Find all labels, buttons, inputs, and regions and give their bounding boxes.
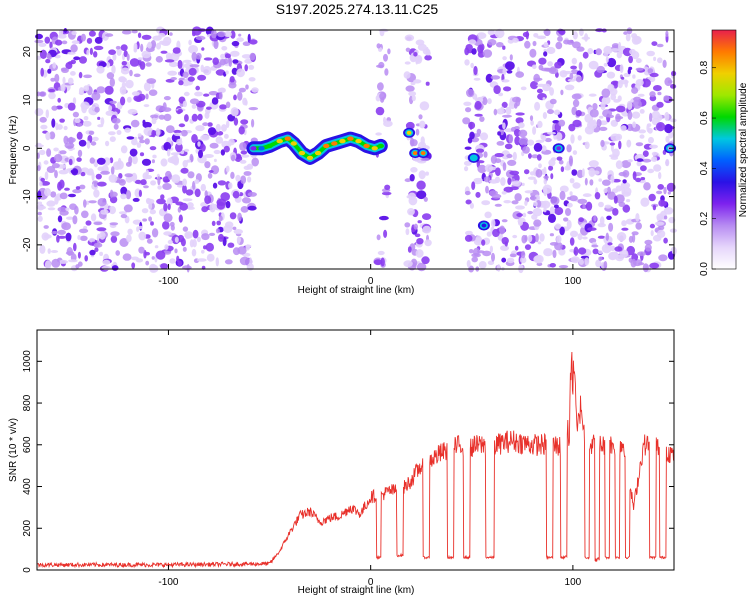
signal-point: [363, 143, 370, 149]
signal-point: [276, 138, 283, 144]
colorbar-fill: [712, 30, 736, 269]
snr-line: [36, 351, 675, 569]
spectrogram-hotspots: [403, 127, 676, 231]
colorbar-tick-label: 0.6: [699, 111, 710, 125]
spec-ytick-label: 10: [22, 94, 33, 106]
hotspot-core: [420, 151, 426, 156]
snr-xtick-label: 100: [565, 577, 582, 588]
spec-ytick-label: 20: [22, 46, 33, 58]
signal-point: [290, 141, 297, 146]
hotspot-core: [481, 223, 487, 228]
signal-point: [250, 146, 257, 151]
colorbar-frame: [711, 29, 737, 270]
snr-ytick-label: 0: [22, 567, 33, 573]
spectrogram-xlabel: Height of straight line (km): [298, 285, 415, 296]
snr-plot: [36, 351, 675, 569]
signal-point: [306, 155, 314, 161]
signal-point: [355, 138, 362, 144]
signal-point: [266, 143, 273, 149]
signal-point: [331, 141, 338, 146]
snr-ytick-label: 600: [22, 436, 33, 453]
colorbar-tick-label: 0.4: [699, 161, 710, 175]
spec-xtick-label: -100: [158, 276, 178, 287]
signal-point: [371, 146, 378, 151]
spectrogram-noise: [34, 26, 678, 274]
spectrogram-image: [34, 26, 678, 274]
hotspot-core: [556, 146, 562, 151]
snr-ytick-label: 200: [22, 520, 33, 537]
spectrogram-frame: [36, 29, 675, 270]
snr-ytick-label: 800: [22, 394, 33, 411]
spec-xtick-label: 0: [368, 276, 374, 287]
colorbar-tick-label: 0.0: [699, 262, 710, 276]
figure-title: S197.2025.274.13.11.C25: [276, 1, 439, 17]
spec-ytick-label: 0: [22, 145, 33, 151]
signal-point: [314, 150, 322, 156]
spec-ytick-label: -20: [22, 237, 33, 252]
signal-point: [347, 136, 354, 141]
snr-frame: [36, 329, 675, 571]
signal-point: [284, 136, 291, 141]
spec-xtick-label: 100: [565, 276, 582, 287]
signal-point: [339, 138, 346, 144]
colorbar-tick-label: 0.8: [699, 60, 710, 74]
spec-ytick-label: -10: [22, 189, 33, 204]
signal-point: [323, 143, 330, 149]
hotspot-core: [471, 155, 477, 160]
colorbar: 0.0 0.2 0.4 0.6 0.8 Normalized spectral ampl…: [699, 29, 749, 276]
snr-xtick-label: -100: [158, 577, 178, 588]
snr-xtick-label: 0: [368, 577, 374, 588]
snr-ytick-label: 400: [22, 478, 33, 495]
snr-ylabel: SNR (10 * v/v): [8, 418, 19, 482]
colorbar-tick-label: 0.2: [699, 211, 710, 225]
colorbar-label: Normalized spectral amplitude: [738, 82, 749, 217]
colorbar-gradient: [712, 30, 736, 269]
spectrogram-ylabel: Frequency (Hz): [8, 116, 19, 185]
colorbar-ticks: 0.0 0.2 0.4 0.6 0.8: [699, 60, 716, 276]
spectrogram-signal: [246, 131, 388, 165]
hotspot-core: [412, 151, 418, 156]
signal-point: [377, 143, 384, 149]
signal-point: [258, 146, 265, 151]
hotspot-core: [406, 130, 412, 135]
signal-point: [298, 150, 306, 156]
snr-xlabel: Height of straight line (km): [298, 585, 415, 596]
snr-ytick-label: 1000: [22, 350, 33, 373]
